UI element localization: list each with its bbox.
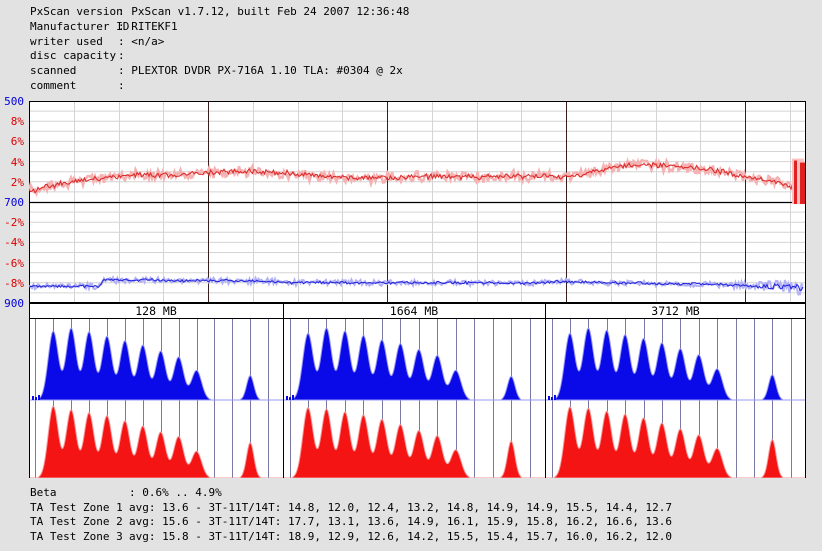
balance-trace xyxy=(29,277,804,292)
baseline-tick xyxy=(38,395,40,400)
end-spike-bar xyxy=(794,160,798,205)
stats-value: avg: 15.6 - 3T-11T/14T: 17.7, 13.1, 13.6… xyxy=(129,515,673,529)
stats-row: TA Test Zone 1 avg: 13.6 - 3T-11T/14T: 14… xyxy=(30,501,672,516)
stats-row: Beta : 0.6% .. 4.9% xyxy=(30,486,672,501)
stats-row: TA Test Zone 2 avg: 15.6 - 3T-11T/14T: 17… xyxy=(30,515,672,530)
header-row: disc capacity: xyxy=(30,49,409,64)
scan-statistics: Beta : 0.6% .. 4.9% TA Test Zone 1 avg: 13.… xyxy=(30,486,672,544)
zone-label-box xyxy=(545,303,806,319)
beta-balance-chart xyxy=(29,101,806,303)
header-row: scanned : PLEXTOR DVDR PX-716A 1.10 TLA: … xyxy=(30,64,409,79)
stats-label: Beta xyxy=(30,486,57,499)
stats-label: TA Test Zone 3 xyxy=(30,529,123,543)
land-histogram xyxy=(29,405,283,478)
axis-tick-label: -4% xyxy=(4,236,24,250)
baseline-tick xyxy=(289,397,291,400)
baseline-tick xyxy=(548,396,550,400)
stats-value: avg: 13.6 - 3T-11T/14T: 14.8, 12.0, 12.4… xyxy=(129,500,673,514)
header-row: PxScan version: PxScan v1.7.12, built Fe… xyxy=(30,5,409,20)
stats-row: TA Test Zone 3 avg: 15.8 - 3T-11T/14T: 18… xyxy=(30,530,672,545)
beta-trace xyxy=(29,161,804,194)
end-spike-bar xyxy=(800,162,806,205)
axis-tick-label: 8% xyxy=(10,115,24,129)
axis-tick-label: -8% xyxy=(4,276,24,290)
header-value: : xyxy=(118,49,125,63)
zone-label: 128 MB xyxy=(135,304,177,318)
header-label: PxScan version xyxy=(30,5,123,18)
header-row: Manufacturer ID: RITEKF1 xyxy=(30,20,409,35)
axis-tick-label: 4% xyxy=(10,155,24,169)
header-row: writer used : <n/a> xyxy=(30,35,409,50)
stats-label: TA Test Zone 2 xyxy=(30,515,123,529)
scan-info-header: PxScan version: PxScan v1.7.12, built Fe… xyxy=(30,5,409,94)
header-label: writer used xyxy=(30,34,103,48)
land-histogram xyxy=(545,405,806,478)
baseline-tick xyxy=(286,396,288,400)
header-label: disc capacity xyxy=(30,49,117,63)
baseline-tick xyxy=(35,397,37,400)
baseline-tick xyxy=(554,395,556,400)
end-spike-region xyxy=(792,158,804,205)
zone-label: 1664 MB xyxy=(390,304,439,318)
header-row: comment: xyxy=(30,79,409,94)
axis-tick-label: -6% xyxy=(4,256,24,270)
header-value: : PLEXTOR DVDR PX-716A 1.10 TLA: #0304 @… xyxy=(118,64,403,78)
header-label: Manufacturer ID xyxy=(30,19,130,33)
header-value: : RITEKF1 xyxy=(118,19,178,33)
land-histogram xyxy=(283,406,545,478)
pit-histogram xyxy=(545,327,806,401)
baseline-tick xyxy=(551,397,553,400)
pit-histogram xyxy=(283,327,545,401)
axis-tick-label: -2% xyxy=(4,216,24,230)
axis-tick-label: 6% xyxy=(10,135,24,149)
ta-histogram-zones: 128 MB 1664 MB 3712 MB xyxy=(29,303,806,478)
stats-value: avg: 15.8 - 3T-11T/14T: 18.9, 12.9, 12.6… xyxy=(129,529,673,543)
baseline-tick xyxy=(292,395,294,400)
axis-tick-label: 900 xyxy=(4,297,24,310)
header-label: comment xyxy=(30,78,77,92)
header-label: scanned xyxy=(30,64,77,78)
stats-value: : 0.6% .. 4.9% xyxy=(129,486,222,499)
header-value: : xyxy=(118,78,125,92)
zone-label: 3712 MB xyxy=(651,304,700,318)
axis-tick-label: 2% xyxy=(10,175,24,189)
header-value: : <n/a> xyxy=(118,34,165,48)
header-value: : PxScan v1.7.12, built Feb 24 2007 12:3… xyxy=(118,5,410,18)
pit-histogram xyxy=(29,327,283,401)
axis-tick-label: 500 xyxy=(4,95,24,108)
beta-trace-fuzz xyxy=(29,156,805,198)
stats-label: TA Test Zone 1 xyxy=(30,500,123,514)
baseline-tick xyxy=(32,396,34,400)
axis-tick-label: 700 xyxy=(4,196,24,209)
